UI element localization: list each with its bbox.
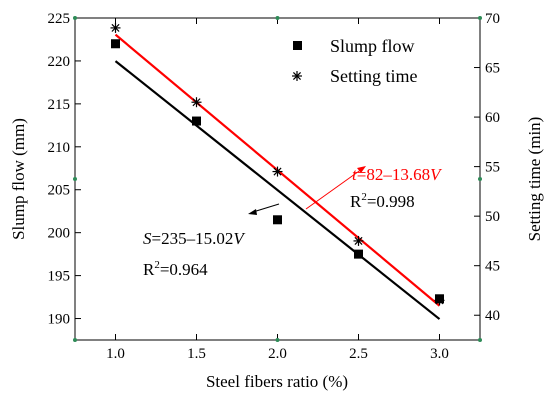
annotation-setting-time-r2: R2=0.998: [350, 191, 415, 211]
tick-labels: 1.0 1.5 2.0 2.5 3.0 190 195 200 205 210 215 220 225 4…: [48, 11, 501, 362]
annotation-slump-flow-equation: S=235–15.02V: [143, 229, 246, 248]
frame-marker-dot: [478, 177, 482, 181]
y-tick-label: 205: [48, 183, 71, 199]
y2-tick-label: 55: [485, 160, 500, 176]
x-tick-label: 1.0: [106, 346, 125, 362]
annotation-setting-time-equation: t=82–13.68V: [352, 165, 443, 184]
y-tick-label: 225: [48, 11, 71, 27]
y2-axis-title: Setting time (min): [525, 117, 544, 242]
y2-tick-label: 70: [485, 11, 500, 27]
slump-flow-point: [273, 215, 282, 225]
data-markers: [110, 22, 445, 306]
fit-line-slump-flow: [114, 60, 441, 320]
slump-flow-point: [354, 249, 363, 259]
y-axis-title: Slump flow (mm): [9, 118, 28, 240]
legend-marker-setting-time: [292, 71, 302, 81]
y2-tick-label: 50: [485, 209, 500, 225]
y2-tick-label: 60: [485, 110, 500, 126]
y-tick-label: 210: [48, 140, 71, 156]
legend-label-slump-flow: Slump flow: [330, 36, 415, 56]
x-axis-title: Steel fibers ratio (%): [206, 372, 348, 391]
x-tick-label: 1.5: [187, 346, 206, 362]
y-tick-label: 190: [48, 312, 71, 328]
setting-time-point: [353, 235, 364, 246]
annotation-arrow-setting-time: [305, 166, 366, 210]
y-tick-label: 220: [48, 54, 71, 70]
slump-flow-point: [111, 39, 120, 49]
x-tick-label: 3.0: [430, 346, 449, 362]
frame-marker-dot: [478, 16, 482, 20]
frame-marker-dot: [478, 338, 482, 342]
y2-tick-label: 65: [485, 61, 500, 77]
axis-ticks: [73, 16, 482, 342]
y2-tick-label: 45: [485, 259, 500, 275]
frame-marker-dot: [73, 338, 77, 342]
y-tick-label: 200: [48, 226, 71, 242]
y-tick-label: 195: [48, 269, 71, 285]
frame-marker-dot: [73, 16, 77, 20]
frame-marker-dot: [275, 16, 280, 20]
y-tick-label: 215: [48, 97, 71, 113]
x-tick-label: 2.0: [268, 346, 287, 362]
x-tick-label: 2.5: [349, 346, 368, 362]
y2-tick-label: 40: [485, 308, 500, 324]
setting-time-point: [110, 22, 121, 33]
legend: Slump flow Setting time: [292, 36, 418, 86]
frame-marker-dot: [73, 177, 77, 181]
legend-label-setting-time: Setting time: [330, 66, 418, 86]
legend-marker-slump-flow: [293, 41, 302, 50]
frame-marker-dot: [275, 338, 280, 342]
setting-time-point: [434, 295, 445, 306]
annotation-slump-flow-r2: R2=0.964: [143, 259, 208, 279]
setting-time-point: [191, 97, 202, 108]
annotation-arrow-slump-flow: [248, 203, 280, 215]
slump-flow-point: [192, 116, 201, 126]
setting-time-point: [272, 166, 283, 177]
